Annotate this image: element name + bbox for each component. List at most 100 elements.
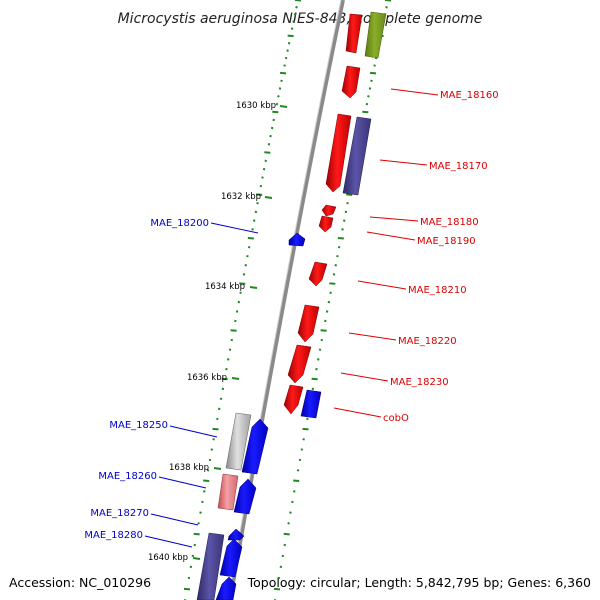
track-tick — [242, 273, 246, 276]
track-tick — [246, 254, 249, 258]
ruler-tick — [192, 557, 201, 560]
track-tick — [318, 348, 322, 351]
gene-arrow[interactable] — [287, 344, 312, 384]
track-tick — [283, 543, 286, 547]
track-tick — [365, 102, 369, 106]
gene-arrow[interactable] — [225, 412, 252, 471]
track-tick — [374, 56, 378, 60]
track-tick — [261, 176, 264, 179]
ruler-tick — [249, 286, 258, 289]
gene-arrow[interactable] — [325, 113, 352, 193]
ruler-label: 1640 kbp — [148, 553, 188, 563]
track-tick — [289, 511, 292, 514]
gene-arrow[interactable] — [283, 384, 304, 415]
gene-arrow[interactable] — [364, 11, 387, 59]
gene-arrow[interactable] — [227, 528, 245, 541]
track-tick — [193, 532, 200, 536]
gene-arrow[interactable] — [308, 261, 328, 287]
track-tick — [252, 219, 256, 222]
ruler-label: 1636 kbp — [187, 373, 227, 383]
label-leader — [348, 332, 397, 341]
gene-arrow[interactable] — [318, 215, 334, 233]
gene-arrow[interactable] — [196, 532, 225, 600]
ruler-tick — [279, 105, 288, 108]
track-tick — [346, 201, 349, 205]
track-tick — [332, 273, 336, 276]
ruler-tick — [264, 196, 273, 199]
label-leader — [379, 159, 428, 166]
track-tick — [295, 6, 298, 9]
track-tick — [272, 110, 279, 114]
track-tick — [247, 237, 254, 240]
track-tick — [210, 448, 214, 451]
gene-arrow[interactable] — [288, 232, 306, 247]
track-tick — [216, 417, 219, 421]
gene-arrow[interactable] — [341, 65, 361, 99]
track-tick — [279, 71, 287, 75]
track-tick — [199, 511, 202, 514]
track-tick — [235, 310, 239, 313]
ruler: 1630 kbp 1632 kbp 1634 kbp 1636 kbp 1638… — [148, 101, 288, 563]
track-tick — [291, 500, 294, 504]
gene-arrow[interactable] — [342, 116, 372, 196]
label-leader — [390, 88, 439, 96]
track-tick — [283, 64, 286, 67]
track-tick — [324, 319, 327, 323]
gene-label[interactable]: MAE_18220 — [398, 336, 457, 347]
track-tick — [293, 479, 300, 483]
track-tick — [191, 554, 195, 558]
track-tick — [225, 367, 228, 371]
gene-arrow[interactable] — [219, 538, 243, 578]
track-tick — [272, 118, 275, 122]
gene-label[interactable]: MAE_18180 — [420, 217, 479, 228]
track-tick — [311, 387, 315, 391]
track-tick — [369, 71, 377, 75]
label-leader — [369, 216, 419, 222]
track-tick — [239, 282, 246, 285]
gene-arrow[interactable] — [297, 304, 320, 343]
map-title: Microcystis aeruginosa NIES-843, complet… — [118, 11, 483, 27]
gene-label[interactable]: MAE_18210 — [408, 285, 467, 296]
gene-label[interactable]: MAE_18200 — [150, 218, 209, 229]
gene-label[interactable]: MAE_18230 — [390, 377, 449, 388]
gene-arrow[interactable] — [300, 389, 322, 419]
gene-label[interactable]: MAE_18250 — [109, 420, 168, 431]
track-tick — [280, 79, 283, 83]
track-tick — [230, 329, 237, 332]
gene-label[interactable]: MAE_18190 — [417, 236, 476, 247]
gene-arrow[interactable] — [215, 576, 237, 600]
forward-gene-labels: MAE_18160 MAE_18170 MAE_18180 MAE_18190 … — [333, 88, 499, 424]
track-tick — [341, 228, 344, 231]
label-leader — [150, 513, 199, 526]
track-tick — [320, 329, 327, 332]
track-tick — [373, 64, 376, 67]
track-tick — [226, 358, 230, 361]
gene-label[interactable]: MAE_18260 — [98, 471, 157, 482]
gene-arrow[interactable] — [217, 473, 239, 511]
gene-arrow[interactable] — [241, 418, 269, 475]
gene-label[interactable]: MAE_18270 — [90, 508, 149, 519]
gene-arrow[interactable] — [321, 204, 337, 217]
gene-label[interactable]: MAE_18160 — [440, 90, 499, 101]
track-tick — [230, 338, 234, 342]
track-tick — [212, 427, 219, 431]
track-tick — [259, 184, 263, 188]
track-tick — [183, 587, 191, 591]
track-tick — [264, 159, 267, 163]
track-tick — [344, 210, 348, 214]
track-tick — [270, 126, 274, 130]
ruler-label: 1638 kbp — [169, 463, 209, 473]
track-tick — [189, 565, 193, 569]
label-leader — [357, 280, 407, 290]
track-tick — [300, 448, 304, 451]
track-tick — [298, 458, 302, 462]
label-leader — [144, 535, 193, 548]
track-tick — [256, 193, 263, 196]
track-tick — [334, 264, 337, 267]
gene-arrow[interactable] — [345, 13, 363, 54]
gene-label[interactable]: cobO — [383, 413, 409, 424]
gene-label[interactable]: MAE_18280 — [84, 530, 143, 541]
gene-arrow[interactable] — [233, 478, 257, 515]
gene-label[interactable]: MAE_18170 — [429, 161, 488, 172]
